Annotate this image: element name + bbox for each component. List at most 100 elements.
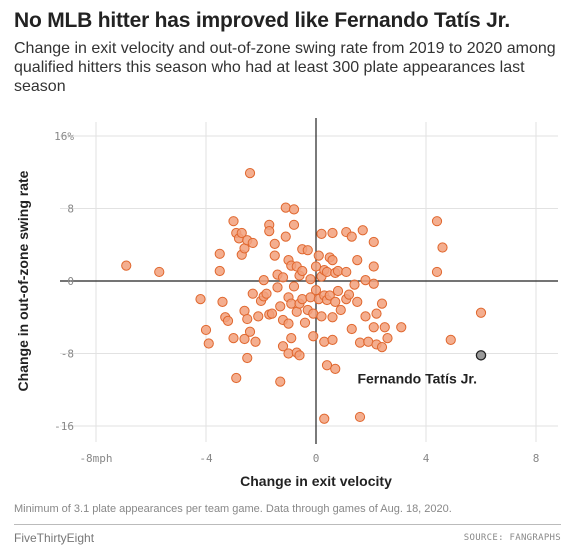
x-axis-title: Change in exit velocity [240,473,392,489]
data-point [283,318,294,329]
data-point [242,352,253,364]
data-point [332,265,344,277]
data-point [343,289,355,300]
data-point [217,296,228,307]
data-point [266,308,278,319]
data-point [288,281,300,292]
data-point [379,322,390,333]
data-point [352,255,363,266]
data-point [288,219,300,230]
data-point [368,322,379,333]
data-point [346,323,357,335]
data-point [327,312,338,323]
data-point [316,311,327,322]
data-point [269,238,280,249]
data-point [349,279,360,290]
data-point [332,285,344,297]
data-point [445,334,456,346]
data-point [253,311,264,322]
data-point [316,228,327,239]
data-point [341,266,352,278]
data-point [313,250,324,261]
data-point [200,324,212,336]
data-point [247,288,258,299]
x-tick-label: 0 [313,452,320,465]
data-point [368,236,379,248]
data-point [321,360,333,371]
data-point [222,315,234,326]
y-tick-label: 0 [67,275,74,288]
data-point [244,326,256,337]
highlight-label: Fernando Tatís Jr. [357,370,477,386]
chart-subtitle: Change in exit velocity and out-of-zone … [14,40,556,95]
data-point [327,227,338,239]
data-point [154,266,165,278]
data-point [195,294,206,305]
data-point [239,333,250,345]
footnote: Minimum of 3.1 plate appearances per tea… [14,503,452,515]
data-point [431,266,443,278]
x-tick-label: 8 [533,452,540,465]
data-point [203,338,214,349]
x-tick-label: -4 [199,452,213,465]
data-point [242,313,253,325]
data-point [354,337,366,348]
brand-label: FiveThirtyEight [14,531,95,545]
labels-layer: -8mph -4 0 4 8 -16 -8 0 8 16% Fernando Tatís Jr. [54,130,539,465]
data-point [288,204,300,215]
data-point [437,242,448,253]
scatter-plot: -8mph -4 0 4 8 -16 -8 0 8 16% Fernando Tatís Jr. C… [15,118,558,489]
data-point [310,284,322,296]
data-point [264,226,275,237]
data-point [228,216,239,227]
x-tick-label: -8mph [79,452,112,465]
data-point [368,261,379,272]
data-point [354,411,366,423]
data-point [286,332,297,344]
data-point [360,311,371,322]
data-point [330,296,341,307]
y-tick-label: 8 [67,203,74,216]
data-point [308,331,319,342]
data-point [280,202,291,213]
data-point [299,317,311,328]
chart-title: No MLB hitter has improved like Fernando… [14,9,511,32]
data-point [310,261,322,272]
data-point [297,265,308,277]
data-point [475,307,487,318]
data-point [319,413,330,424]
data-point [357,225,368,236]
data-point [280,231,291,242]
y-tick-label: 16% [54,130,74,143]
data-point [277,272,289,283]
data-point [376,298,388,309]
y-tick-label: -8 [61,348,74,361]
points-layer [121,168,487,424]
data-point [228,332,239,344]
data-point [321,266,333,278]
footer-divider [14,524,561,525]
data-point [368,278,379,289]
data-point [396,322,407,333]
data-point [382,332,393,344]
data-point [275,301,286,312]
highlight-point [475,350,487,361]
data-point [346,231,357,242]
data-point [335,304,346,316]
data-point [269,250,280,261]
data-point [330,363,341,375]
data-point [371,308,382,319]
data-point [360,274,371,286]
data-point [324,290,335,301]
data-point [258,274,269,286]
x-tick-label: 4 [423,452,430,465]
data-point [319,336,330,347]
data-point [277,341,289,352]
data-point [275,376,286,387]
data-point [231,372,242,384]
data-point [376,342,388,353]
data-point [261,288,272,299]
data-point [294,350,305,361]
data-point [297,294,308,305]
data-point [327,334,338,346]
